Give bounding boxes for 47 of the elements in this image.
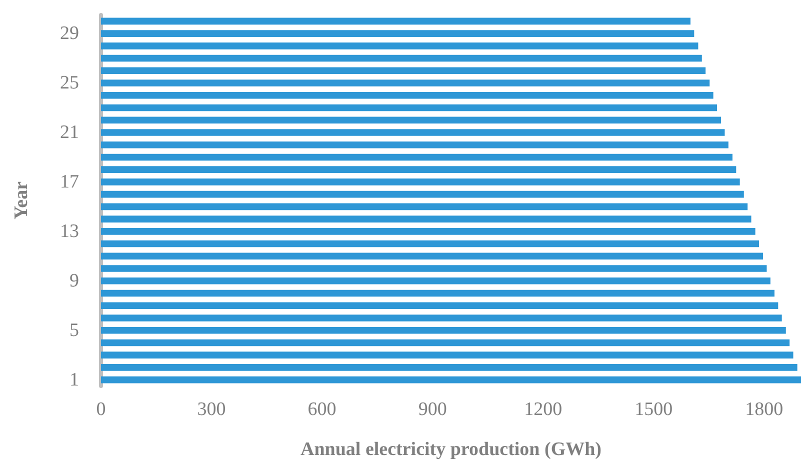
bar (101, 216, 752, 222)
bar (101, 376, 801, 384)
x-tick-label: 1200 (524, 399, 562, 420)
x-tick-label: 600 (308, 399, 336, 420)
bar (101, 339, 790, 346)
bar (101, 67, 706, 74)
bar (101, 141, 728, 148)
x-tick-label: 900 (418, 399, 447, 420)
bar (101, 80, 710, 86)
bar (101, 314, 782, 322)
x-tick-label: 0 (96, 399, 106, 420)
y-tick-label: 25 (60, 72, 79, 94)
bar (101, 104, 717, 112)
bar (101, 326, 786, 334)
bar (101, 228, 756, 235)
bar (101, 166, 736, 173)
bar (101, 42, 698, 50)
y-tick-label: 1 (70, 369, 79, 390)
bar (101, 129, 725, 136)
x-tick-label: 1500 (634, 399, 673, 420)
y-tick-label: 17 (60, 171, 79, 192)
y-tick-label: 21 (60, 122, 79, 143)
bar (101, 277, 770, 284)
bar (101, 18, 690, 25)
bar (101, 30, 694, 37)
bar (101, 203, 748, 210)
bar (101, 302, 778, 310)
y-tick-label: 13 (60, 220, 79, 242)
bar (101, 154, 732, 161)
bar (101, 116, 722, 124)
bar (101, 54, 702, 62)
bar (101, 178, 740, 186)
bar (101, 252, 764, 260)
bar (101, 240, 759, 248)
x-axis-title: Annual electricity production (GWh) (300, 439, 602, 460)
bar (101, 190, 744, 198)
x-tick-label: 1800 (745, 399, 784, 420)
bar (101, 265, 767, 272)
y-tick-label: 29 (60, 23, 79, 44)
bar (101, 364, 798, 371)
y-tick-label: 9 (70, 270, 79, 292)
bar (101, 290, 774, 297)
y-tick-label: 5 (70, 320, 79, 341)
bar (101, 92, 714, 99)
bar (101, 352, 794, 358)
y-axis-title: Year (11, 180, 32, 220)
x-tick-label: 300 (197, 399, 226, 420)
